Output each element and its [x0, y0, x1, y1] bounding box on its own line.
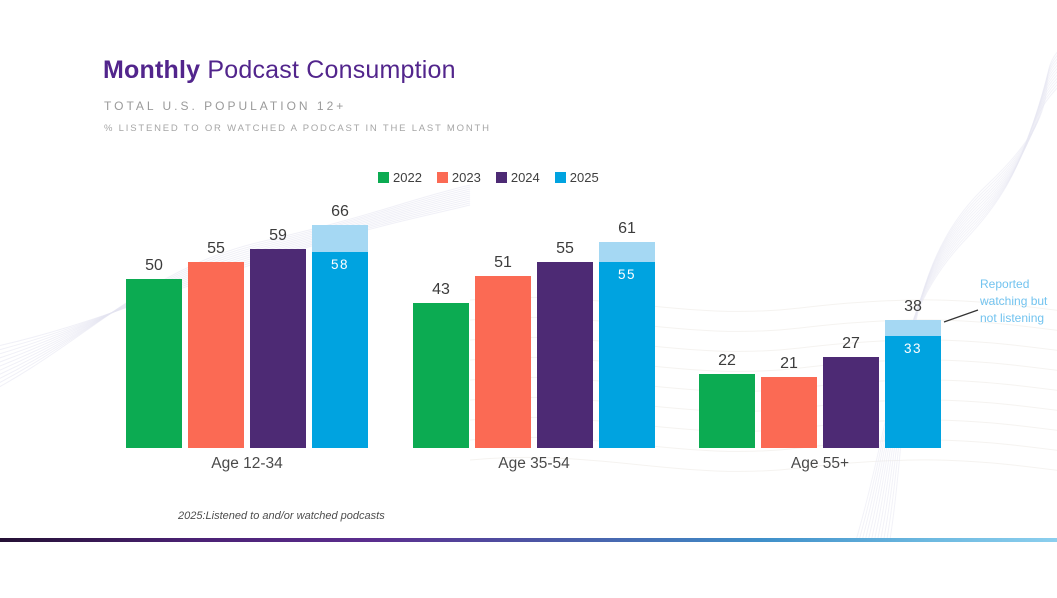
page-title: Monthly Podcast Consumption — [103, 56, 456, 85]
bar-2024-age-12-34 — [250, 248, 306, 448]
legend-swatch-2024 — [495, 172, 507, 183]
bar-value-label-2025-age-35-54: 61 — [618, 219, 636, 237]
legend-item-2024: 2024 — [495, 170, 540, 185]
bar-value-label-2022-age-12-34: 50 — [145, 257, 163, 274]
legend-label-2024: 2024 — [510, 170, 540, 185]
bar-2025-watchonly-cap-age-12-34 — [312, 224, 368, 252]
bar-2025-age-55- — [885, 336, 941, 448]
bar-2023-age-12-34 — [188, 262, 244, 448]
footer: edison research Audacy CUMULUS MEDIA Sir… — [0, 542, 1057, 598]
legend-swatch-2025 — [554, 172, 566, 183]
annotation-line-3: not listening — [980, 311, 1045, 325]
bar-2022-age-12-34 — [126, 279, 182, 448]
bar-value-label-2022-age-55-: 22 — [718, 351, 736, 369]
bar-2025-age-35-54 — [599, 262, 655, 448]
category-label-age-35-54: Age 35-54 — [498, 455, 570, 472]
bar-value-label-2023-age-12-34: 55 — [207, 240, 225, 258]
bar-value-label-2024-age-12-34: 59 — [269, 226, 287, 244]
category-label-age-55-: Age 55+ — [790, 455, 850, 472]
chart-subtitle: TOTAL U.S. POPULATION 12+ — [104, 99, 347, 113]
bar-value-label-2023-age-35-54: 51 — [494, 253, 512, 271]
legend-label-2025: 2025 — [569, 170, 599, 185]
bar-inner-label-2025-age-35-54: 55 — [617, 267, 637, 283]
bar-value-label-2025-age-55-: 38 — [904, 297, 922, 315]
bar-2023-age-55- — [761, 377, 817, 448]
page-title-rest: Podcast Consumption — [200, 56, 456, 84]
annotation-line-1: Reported — [980, 277, 1030, 291]
bar-inner-label-2025-age-12-34: 58 — [330, 256, 350, 272]
bar-value-label-2022-age-35-54: 43 — [432, 280, 450, 298]
bar-value-label-2024-age-35-54: 55 — [556, 240, 574, 258]
legend: 2022 2023 2024 2025 — [378, 170, 599, 185]
legend-swatch-2022 — [378, 172, 389, 183]
page-title-bold: Monthly — [103, 56, 201, 84]
legend-label-2022: 2022 — [393, 170, 422, 185]
bar-2025-watchonly-cap-age-35-54 — [599, 241, 655, 263]
bar-2022-age-55- — [699, 373, 755, 448]
bar-2025-watchonly-cap-age-55- — [885, 319, 941, 337]
annotation-watching-not-listening: Reported watching but not listening — [980, 276, 1047, 327]
legend-item-2022: 2022 — [378, 170, 422, 185]
bar-value-label-2024-age-55-: 27 — [842, 334, 860, 352]
bar-inner-label-2025-age-55-: 33 — [903, 341, 923, 357]
annotation-line-2: watching but — [980, 294, 1048, 308]
bar-2023-age-35-54 — [475, 275, 531, 448]
bar-2022-age-35-54 — [413, 302, 469, 448]
bar-value-label-2025-age-12-34: 66 — [331, 202, 349, 220]
annotation-pointer-line — [943, 309, 979, 323]
chart-description: % LISTENED TO OR WATCHED A PODCAST IN TH… — [104, 123, 491, 134]
bar-value-label-2023-age-55-: 21 — [780, 355, 798, 373]
bar-2024-age-55- — [823, 356, 879, 448]
bar-2024-age-35-54 — [537, 262, 593, 448]
bar-2025-age-12-34 — [312, 251, 368, 448]
legend-item-2023: 2023 — [436, 170, 481, 185]
legend-item-2025: 2025 — [554, 170, 599, 185]
gradient-divider — [0, 538, 1057, 542]
legend-swatch-2023 — [436, 172, 448, 183]
legend-label-2023: 2023 — [451, 170, 481, 185]
footnote: 2025:Listened to and/or watched podcasts — [178, 510, 385, 522]
category-label-age-12-34: Age 12-34 — [211, 455, 283, 472]
